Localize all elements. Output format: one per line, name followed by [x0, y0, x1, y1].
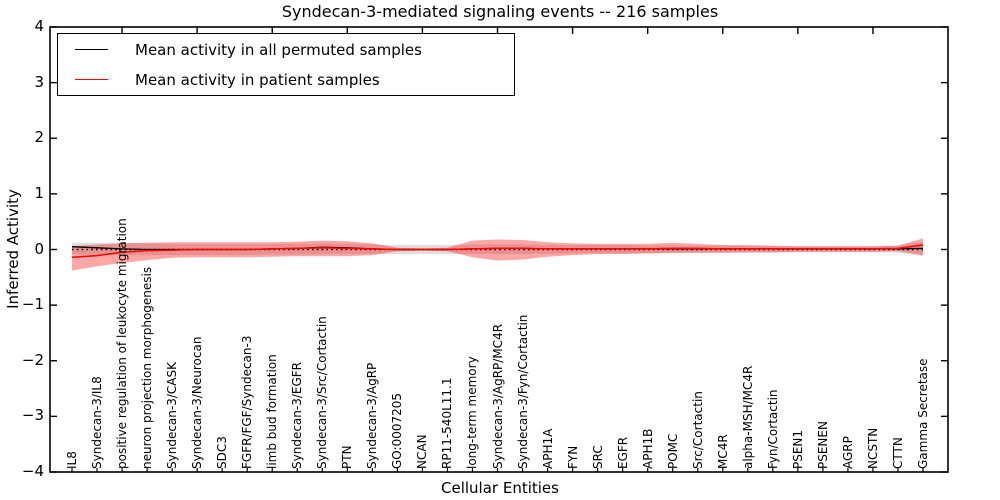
x-tick-label: FGFR/FGF/Syndecan-3: [240, 335, 255, 469]
x-tick-label: Gamma Secretase: [916, 358, 930, 469]
legend-entry-permuted: Mean activity in all permuted samples: [58, 35, 514, 64]
permuted-line-sample: [75, 49, 108, 50]
y-tick-label: 3: [34, 72, 44, 91]
legend-entry-patient: Mean activity in patient samples: [58, 65, 514, 94]
x-tick-label: APH1A: [540, 428, 555, 469]
x-tick-label: POMC: [665, 433, 680, 469]
x-tick-label: CTTN: [890, 437, 905, 469]
y-tick-label: 0: [34, 239, 44, 258]
y-tick-label: −2: [21, 350, 44, 369]
y-tick-label: −1: [21, 295, 44, 314]
patient-line-sample: [75, 79, 108, 80]
x-tick-label: Syndecan-3/Fyn/Cortactin: [515, 314, 530, 469]
x-tick-label: neuron projection morphogenesis: [140, 266, 155, 469]
legend-label-patient: Mean activity in patient samples: [135, 70, 380, 89]
y-tick-label: 1: [34, 183, 44, 202]
x-tick-label: limb bud formation: [265, 354, 280, 469]
y-tick-label: −4: [21, 462, 44, 480]
x-axis-label: Cellular Entities: [441, 479, 559, 497]
patient-mean-line: [71, 244, 924, 259]
y-tick-label: −3: [21, 406, 44, 425]
x-tick-label: Fyn/Cortactin: [765, 389, 780, 469]
x-tick-label: PSENEN: [815, 421, 830, 469]
x-tick-label: PSEN1: [790, 429, 805, 469]
chart-title: Syndecan-3-mediated signaling events -- …: [281, 2, 719, 21]
x-tick-label: FYN: [565, 445, 580, 469]
x-tick-label: Syndecan-3/Neurocan: [190, 336, 205, 469]
x-tick-label: RP11-540L11.1: [440, 377, 455, 469]
x-tick-label: APH1B: [640, 428, 655, 469]
x-tick-label: MC4R: [715, 434, 730, 469]
legend-label-permuted: Mean activity in all permuted samples: [135, 40, 422, 59]
patient-band: [72, 238, 923, 271]
x-tick-label: GO:0007205: [390, 392, 405, 469]
x-tick-label: Syndecan-3/Src/Cortactin: [315, 316, 330, 469]
x-tick-label: NCAN: [415, 434, 430, 469]
x-tick-label: SRC: [590, 445, 605, 469]
y-tick-label: 4: [34, 17, 44, 35]
x-tick-label: Syndecan-3/IL8: [90, 376, 105, 469]
x-tick-label: Syndecan-3/AgRP: [365, 362, 380, 469]
x-tick-label: NCSTN: [865, 427, 880, 469]
x-tick-label: alpha-MSH/MC4R: [740, 365, 755, 469]
x-tick-label: Src/Cortactin: [690, 391, 705, 469]
x-tick-label: EGFR: [615, 436, 630, 469]
y-tick-label: 2: [34, 128, 44, 147]
x-tick-label: long-term memory: [465, 356, 480, 469]
x-tick-label: AGRP: [840, 436, 855, 469]
x-tick-label: Syndecan-3/EGFR: [290, 361, 305, 469]
x-tick-label: PTN: [340, 445, 355, 469]
x-tick-label: SDC3: [215, 436, 230, 469]
x-tick-label: Syndecan-3/AgRP/MC4R: [490, 323, 505, 469]
x-tick-label: Syndecan-3/CASK: [165, 362, 180, 469]
legend: Mean activity in all permuted samples Me…: [57, 33, 515, 96]
x-tick-label: IL8: [65, 451, 79, 469]
x-tick-label: positive regulation of leukocyte migrati…: [115, 218, 130, 469]
